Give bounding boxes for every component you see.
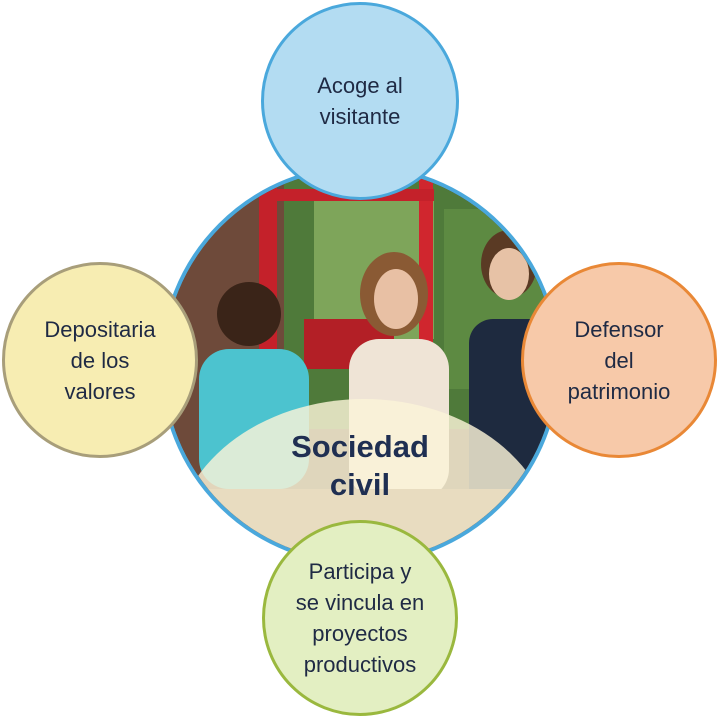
node-left-line-1: Depositaria: [44, 316, 156, 342]
center-label-line-2: civil: [329, 467, 391, 502]
node-bottom-line-3: proyectos: [312, 621, 408, 646]
node-right-line-3: patrimonio: [567, 378, 671, 404]
node-left-line-3: valores: [64, 378, 136, 404]
node-acoge-al-visitante: Acoge al visitante: [261, 2, 459, 200]
node-right-line-1: Defensor: [574, 316, 664, 342]
node-bottom-line-2: se vincula en: [295, 590, 425, 615]
central-photo-circle: [160, 165, 560, 565]
node-top-line-1: Acoge al: [317, 73, 403, 98]
center-label: Sociedad civil: [160, 428, 560, 504]
node-participa-y-se-vincula: Participa y se vincula en proyectos prod…: [262, 520, 458, 716]
node-top-line-2: visitante: [319, 104, 401, 129]
node-right-line-2: del: [604, 347, 634, 373]
node-bottom-line-1: Participa y: [308, 559, 412, 584]
node-defensor-del-patrimonio: Defensor del patrimonio: [521, 262, 717, 458]
node-depositaria-de-los-valores: Depositaria de los valores: [2, 262, 198, 458]
node-bottom-line-4: productivos: [303, 652, 417, 677]
group-photo: [164, 169, 556, 561]
center-label-line-1: Sociedad: [291, 429, 429, 464]
node-left-line-2: de los: [70, 347, 130, 373]
